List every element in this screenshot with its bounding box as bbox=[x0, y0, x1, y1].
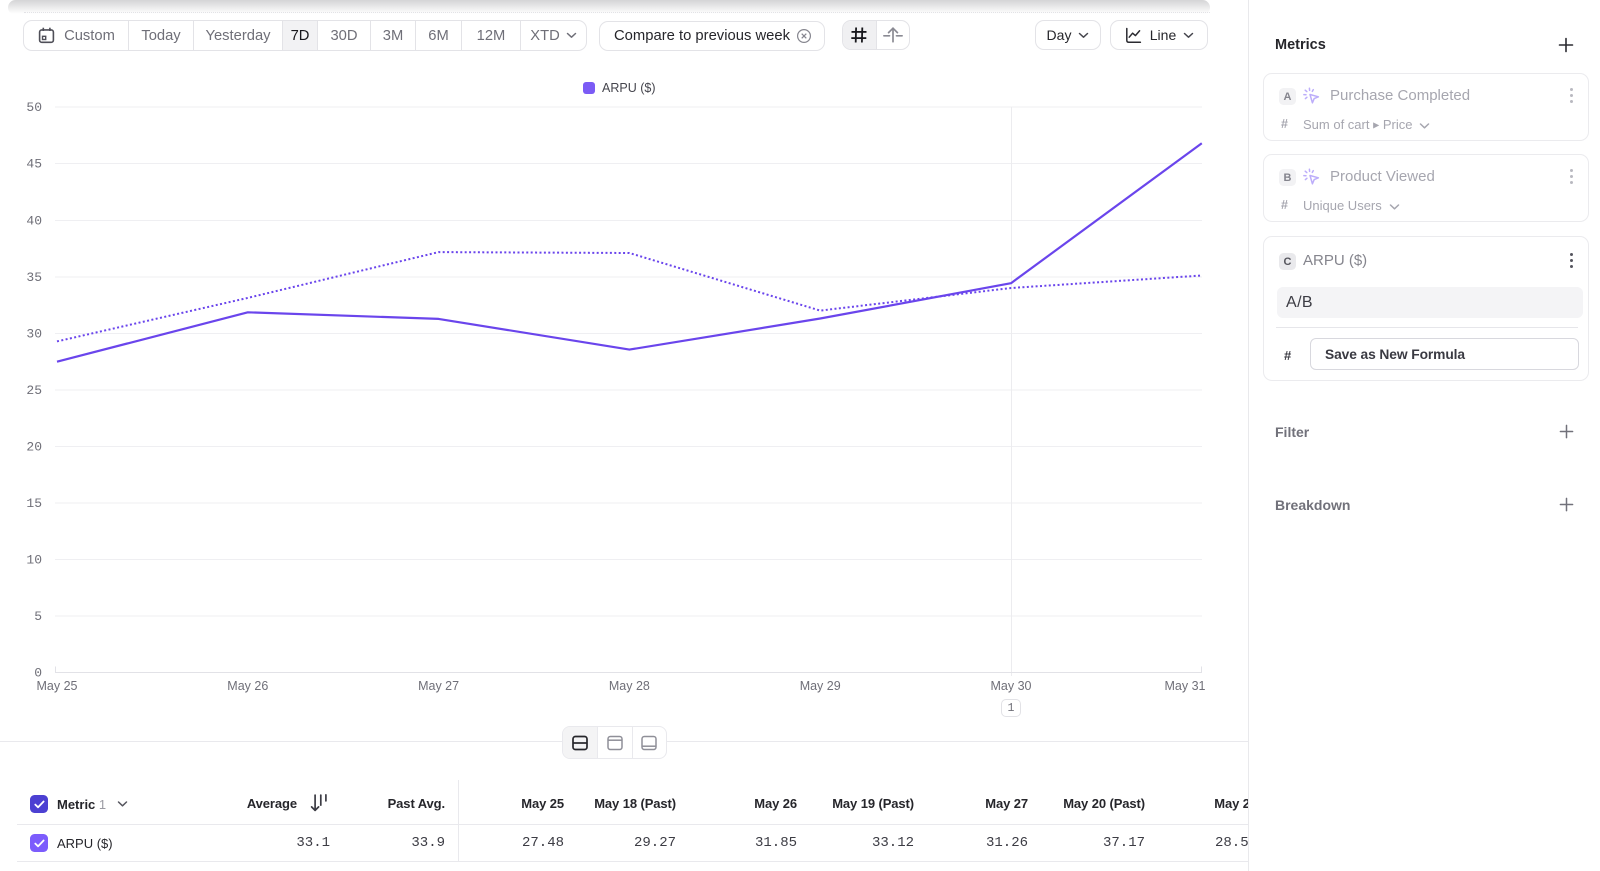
svg-text:50: 50 bbox=[26, 100, 42, 115]
svg-text:May 27: May 27 bbox=[418, 679, 459, 693]
svg-text:May 28: May 28 bbox=[609, 679, 650, 693]
svg-text:0: 0 bbox=[34, 666, 42, 681]
svg-text:15: 15 bbox=[26, 496, 42, 511]
svg-text:May 29: May 29 bbox=[800, 679, 841, 693]
svg-text:May 30: May 30 bbox=[991, 679, 1032, 693]
svg-text:30: 30 bbox=[26, 327, 42, 342]
svg-text:40: 40 bbox=[26, 214, 42, 229]
svg-text:45: 45 bbox=[26, 157, 42, 172]
svg-text:May 25: May 25 bbox=[37, 679, 78, 693]
svg-text:35: 35 bbox=[26, 270, 42, 285]
svg-text:May 26: May 26 bbox=[227, 679, 268, 693]
svg-text:20: 20 bbox=[26, 440, 42, 455]
svg-text:May 31: May 31 bbox=[1165, 679, 1206, 693]
svg-text:10: 10 bbox=[26, 553, 42, 568]
svg-text:5: 5 bbox=[34, 609, 42, 624]
svg-text:25: 25 bbox=[26, 383, 42, 398]
